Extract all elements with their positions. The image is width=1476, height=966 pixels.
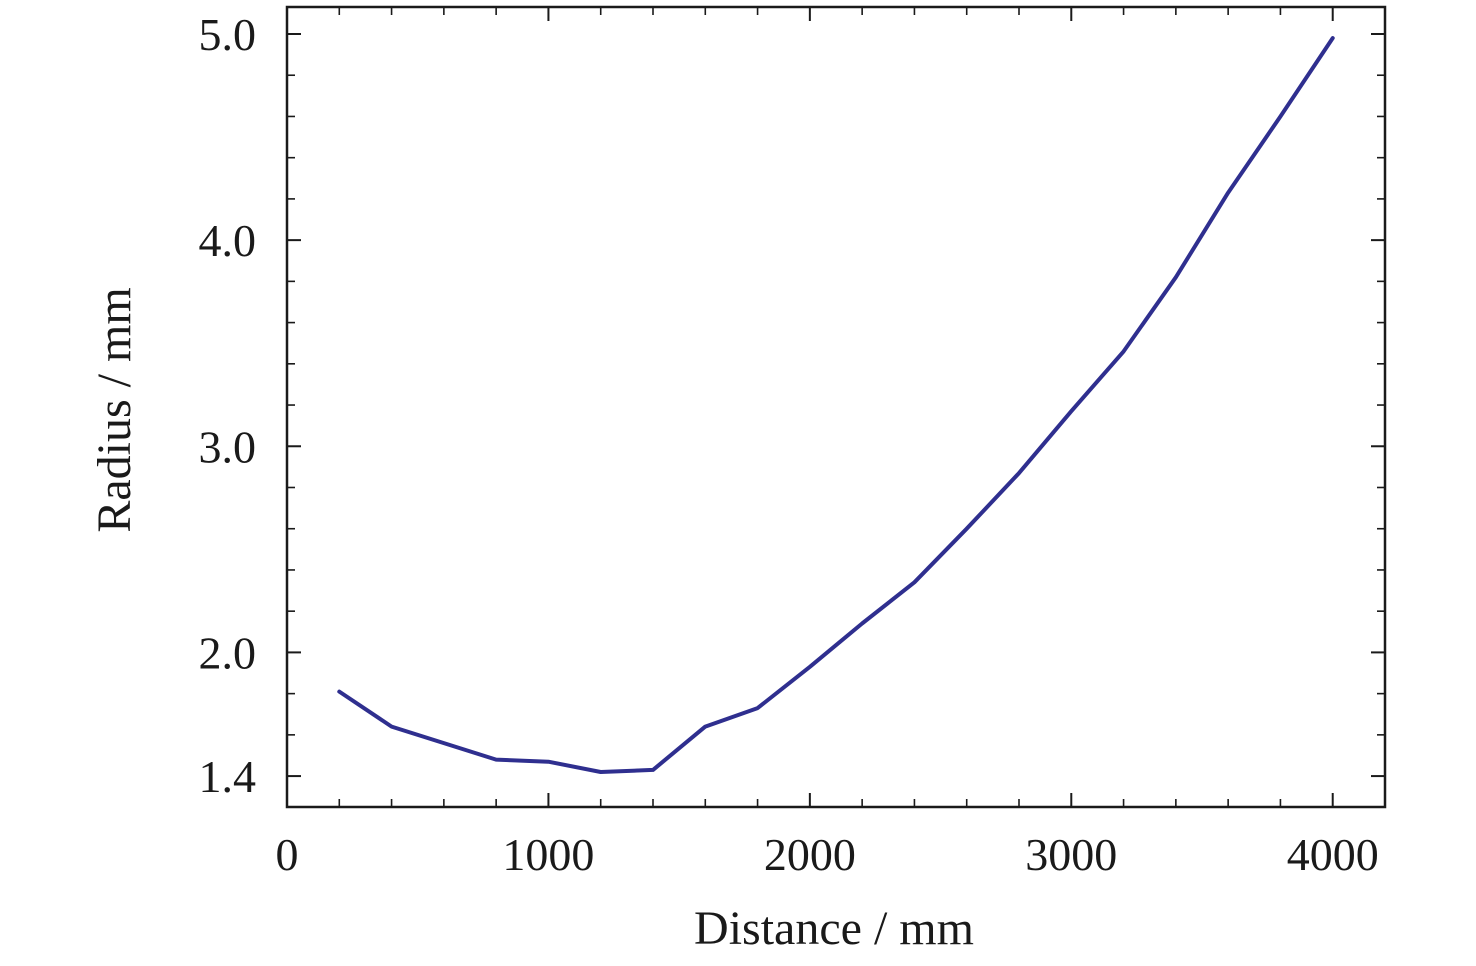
x-axis-title: Distance / mm [694,902,974,955]
x-tick-label: 3000 [1025,829,1117,880]
y-tick-label: 1.4 [199,751,257,802]
x-tick-label: 2000 [764,829,856,880]
data-layer [337,36,1335,774]
axes-layer: 0 1000 2000 3000 4000 1.4 2.0 3.0 4.0 5.0 [199,5,1387,880]
series-line [337,36,1335,774]
y-axis-title: Radius / mm [88,287,141,532]
plot-frame [285,5,1387,809]
y-tick-label: 3.0 [199,421,257,472]
y-tick-label: 4.0 [199,215,257,266]
x-tick-label: 0 [276,829,299,880]
x-tick-label: 1000 [502,829,594,880]
x-tick-label: 4000 [1287,829,1379,880]
y-tick-label: 2.0 [199,627,257,678]
y-tick-label: 5.0 [199,9,257,60]
label-layer: Distance / mm Radius / mm [88,287,974,955]
